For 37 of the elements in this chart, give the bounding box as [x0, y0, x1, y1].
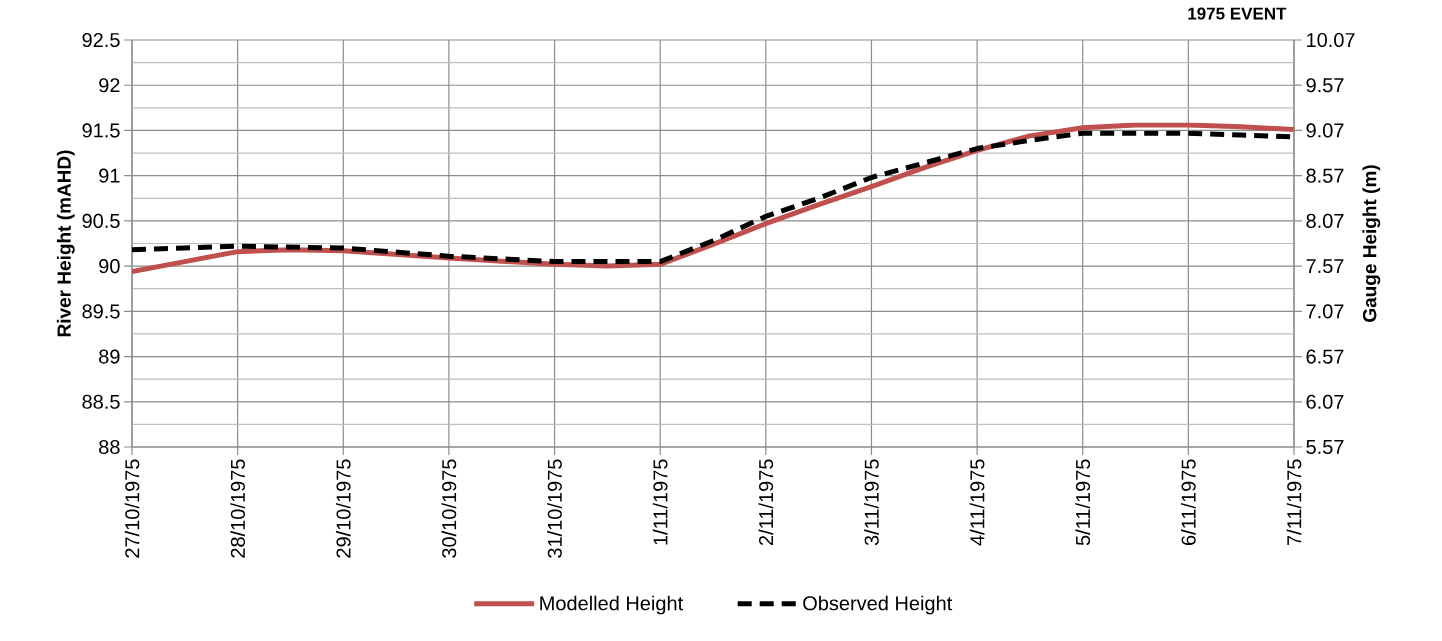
y-tick-label: 90: [99, 259, 120, 274]
y-tick-label: 91.5: [82, 123, 120, 138]
x-tick-label: 6/11/1975: [1181, 459, 1196, 545]
y-tick-label: 90.5: [82, 213, 120, 228]
x-tick-label: 30/10/1975: [441, 459, 457, 558]
y-tick-label: 88.5: [82, 394, 120, 409]
y2-tick-label: 8.07: [1306, 213, 1344, 228]
y2-tick-label: 5.57: [1306, 440, 1344, 454]
y2-tick-label: 9.07: [1306, 123, 1344, 138]
x-tick-label: 27/10/1975: [124, 459, 140, 558]
y-tick-label: 92: [99, 78, 120, 93]
y2-tick-label: 7.57: [1306, 259, 1344, 274]
y2-tick-label: 6.07: [1306, 394, 1344, 409]
y-tick-label: 89: [99, 349, 120, 364]
x-tick-label: 2/11/1975: [758, 459, 774, 546]
legend-label: Modelled Height: [540, 595, 684, 615]
chart-title: 1975 EVENT: [1188, 7, 1287, 20]
x-tick-label: 7/11/1975: [1286, 459, 1302, 545]
legend-label: Observed Height: [803, 595, 953, 615]
y2-tick-label: 10.07: [1307, 32, 1355, 48]
y2-tick-label: 8.57: [1306, 168, 1344, 183]
x-tick-label: 28/10/1975: [230, 459, 245, 558]
x-tick-label: 29/10/1975: [335, 459, 351, 558]
y-tick-label: 89.5: [82, 304, 120, 319]
x-tick-label: 3/11/1975: [864, 459, 879, 546]
y-tick-label: 92.5: [82, 32, 120, 48]
x-tick-label: 5/11/1975: [1075, 459, 1091, 546]
y2-axis-title: Gauge Height (m): [1362, 165, 1381, 322]
y-tick-label: 88: [99, 439, 120, 455]
y2-tick-label: 7.07: [1306, 304, 1344, 319]
x-tick-label: 1/11/1975: [652, 459, 668, 545]
x-tick-label: 31/10/1975: [547, 459, 562, 558]
y-axis-title: River Height (mAHD): [56, 150, 75, 337]
y2-tick-label: 9.57: [1306, 78, 1344, 93]
y-tick-label: 91: [99, 168, 120, 183]
y2-tick-label: 6.57: [1306, 349, 1344, 364]
x-tick-label: 4/11/1975: [969, 459, 985, 546]
